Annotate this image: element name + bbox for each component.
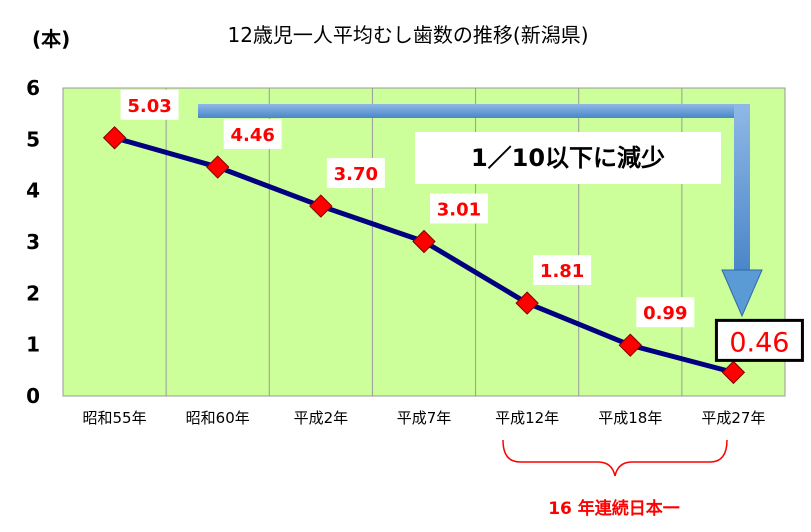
x-axis: 昭和55年 昭和60年 平成2年 平成7年 平成12年 平成18年 平成27年 [83,409,766,427]
data-point-marker [102,126,127,150]
data-label: 1.81 [540,261,584,282]
chart-title: 12歳児一人平均むし歯数の推移(新潟県) [227,23,588,47]
data-point-marker [515,291,539,315]
streak-bracket [502,439,728,477]
data-label: 0.99 [643,303,687,324]
reduction-label: 1／10以下に減少 [471,144,665,172]
data-point-marker [618,333,642,357]
data-label-box [223,119,282,150]
arrow-head [721,269,763,318]
y-axis-label: (本) [32,27,70,51]
x-tick-label: 平成2年 [294,409,349,427]
y-tick-label: 1 [26,333,40,357]
streak-label: 16 年連続日本一 [548,498,680,519]
data-point-marker [206,155,230,179]
data-label: 3.01 [437,199,481,220]
data-label-box [533,255,592,286]
data-markers [102,126,746,385]
final-value-box [714,318,804,362]
x-tick-label: 平成18年 [598,409,662,427]
reduction-arrow [198,104,763,318]
data-point-marker [721,360,746,385]
data-label: 3.70 [334,164,378,185]
reduction-label-box [415,132,721,184]
y-tick-label: 4 [26,179,40,203]
data-label-box [636,297,695,328]
data-label: 5.03 [127,96,171,117]
x-tick-label: 昭和60年 [186,409,250,427]
y-tick-label: 0 [26,384,40,408]
y-axis: 0 1 2 3 4 5 6 [26,76,40,408]
data-label: 0.46 [729,327,789,358]
data-label-box [430,193,488,224]
data-label: 4.46 [231,125,275,146]
y-tick-label: 3 [26,230,40,254]
x-tick-label: 平成7年 [397,409,452,427]
y-tick-label: 5 [26,127,40,151]
data-point-marker [309,194,333,218]
y-tick-label: 6 [26,76,40,100]
data-point-marker [412,229,436,254]
data-labels: 5.03 4.46 3.70 3.01 1.81 0.99 0.46 [120,89,804,362]
arrow-horizontal-bar [198,104,750,118]
arrow-vertical-bar [734,104,750,272]
x-tick-label: 昭和55年 [83,409,147,427]
x-tick-label: 平成27年 [701,409,765,427]
x-tick-label: 平成12年 [495,409,559,427]
y-tick-label: 2 [26,281,40,305]
data-label-box [326,158,385,189]
data-label-box [120,89,179,120]
